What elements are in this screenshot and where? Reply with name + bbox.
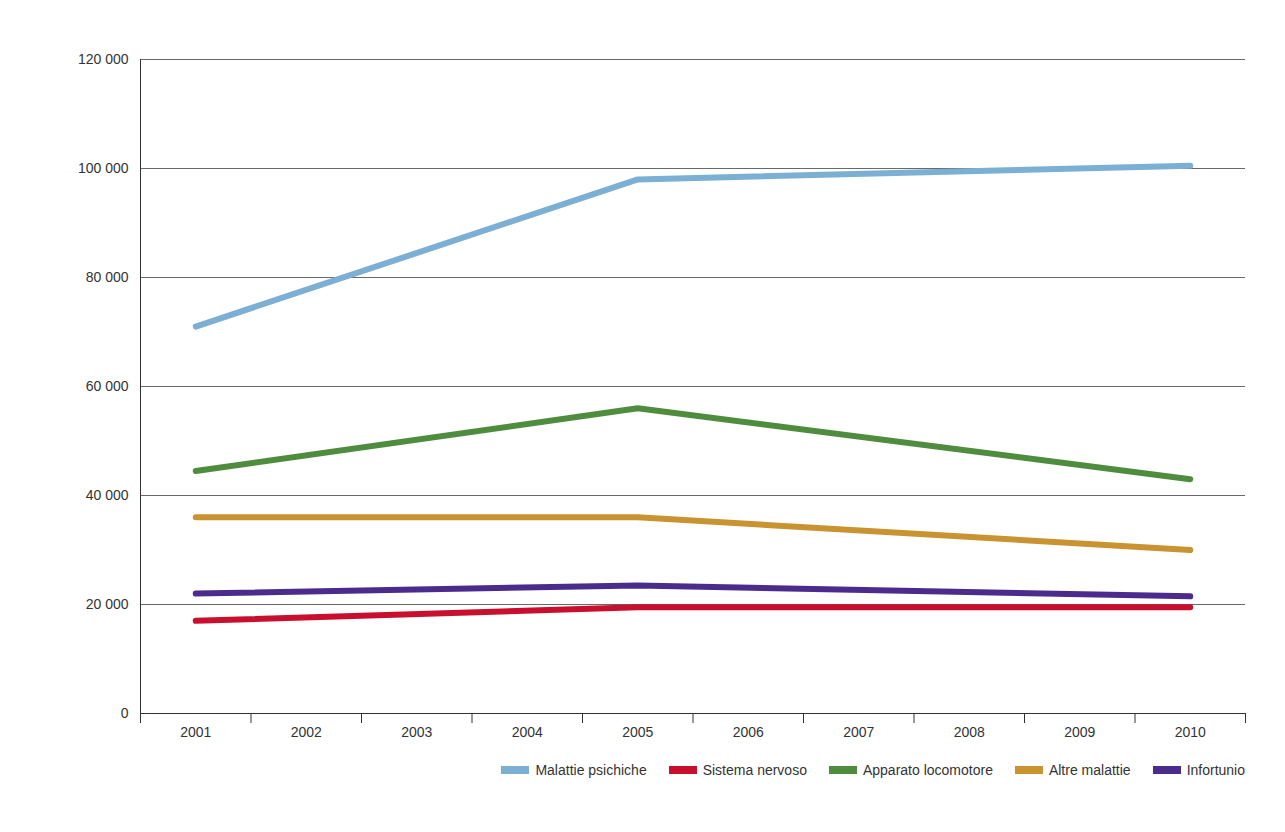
svg-text:60 000: 60 000 — [86, 378, 129, 394]
svg-text:2003: 2003 — [401, 724, 432, 740]
svg-text:2006: 2006 — [733, 724, 764, 740]
svg-text:2004: 2004 — [512, 724, 543, 740]
svg-text:80 000: 80 000 — [86, 269, 129, 285]
html-text:Sistema nervoso: Sistema nervoso — [702, 762, 807, 778]
svg-text:20 000: 20 000 — [86, 596, 129, 612]
html-text:Malattie psichiche: Malattie psichiche — [535, 762, 647, 778]
html-text:Altre malattie: Altre malattie — [1048, 762, 1131, 778]
svg-text:2008: 2008 — [954, 724, 985, 740]
svg-text:40 000: 40 000 — [86, 487, 129, 503]
svg-text:0: 0 — [121, 705, 129, 721]
html-text:Apparato locomotore: Apparato locomotore — [863, 762, 993, 778]
html-text:Infortunio: Infortunio — [1186, 762, 1245, 778]
svg-text:2002: 2002 — [291, 724, 322, 740]
svg-text:2001: 2001 — [180, 724, 211, 740]
svg-text:100 000: 100 000 — [78, 160, 129, 176]
svg-text:2007: 2007 — [843, 724, 874, 740]
svg-text:2005: 2005 — [622, 724, 653, 740]
svg-text:2009: 2009 — [1064, 724, 1095, 740]
svg-text:120 000: 120 000 — [78, 51, 129, 67]
svg-text:2010: 2010 — [1175, 724, 1206, 740]
